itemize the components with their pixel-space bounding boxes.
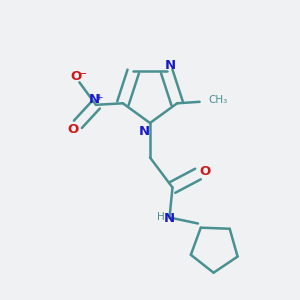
Text: N: N xyxy=(89,93,100,106)
Text: N: N xyxy=(165,59,176,72)
Text: N: N xyxy=(163,212,175,225)
Text: −: − xyxy=(78,69,88,79)
Text: N: N xyxy=(139,125,150,138)
Text: O: O xyxy=(71,70,82,83)
Text: O: O xyxy=(68,123,79,136)
Text: O: O xyxy=(199,165,210,178)
Text: CH₃: CH₃ xyxy=(208,95,228,105)
Text: +: + xyxy=(95,92,103,101)
Text: H: H xyxy=(157,212,165,222)
